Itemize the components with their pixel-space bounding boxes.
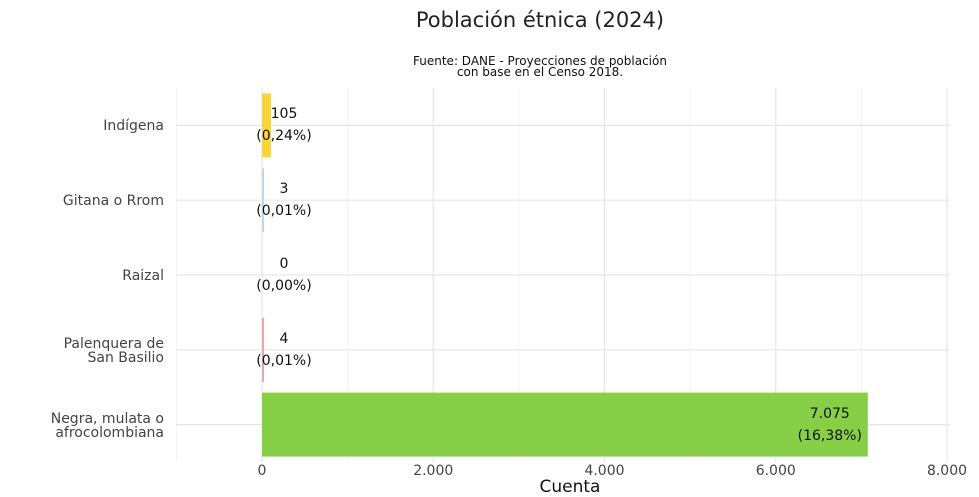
y-tick-label: Gitana o Rrom	[62, 193, 164, 210]
x-tick-label: 8.000	[926, 463, 968, 479]
x-axis-title: Cuenta	[539, 477, 601, 497]
bar-0	[262, 93, 271, 158]
data-label: 3 (0,01%)	[256, 181, 312, 220]
y-tick-label: Palenquera de San Basilio	[63, 335, 164, 366]
x-tick-label: 4.000	[584, 463, 625, 479]
x-tick-label: 6.000	[755, 463, 796, 479]
bar-1	[262, 168, 264, 233]
data-label: 4 (0,01%)	[256, 330, 312, 369]
y-tick-label: Indígena	[103, 118, 164, 135]
y-tick-label: Raizal	[122, 268, 164, 284]
data-label: 0 (0,00%)	[256, 256, 312, 294]
chart-subtitle: Fuente: DANE - Proyecciones de población…	[413, 54, 667, 79]
x-tick-label: 2.000	[413, 463, 454, 479]
x-tick-label: 0	[257, 463, 267, 479]
bar-3	[262, 317, 264, 382]
chart-title: Población étnica (2024)	[415, 8, 665, 32]
y-tick-label: Negra, mulata o afrocolombiana	[50, 410, 164, 441]
data-label: 7.075 (16,38%)	[797, 405, 862, 444]
bar-4	[262, 392, 868, 457]
data-label: 105 (0,24%)	[256, 106, 312, 145]
